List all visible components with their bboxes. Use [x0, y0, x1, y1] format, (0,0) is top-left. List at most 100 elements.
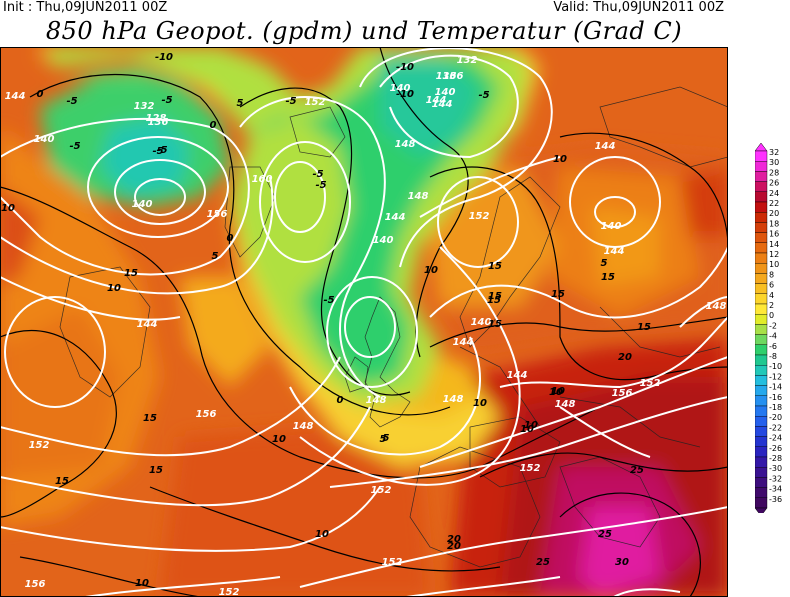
temperature-label: 10 [135, 578, 149, 589]
legend-swatch [755, 242, 768, 254]
geopotential-label: 140 [373, 235, 394, 246]
temperature-label: 25 [536, 557, 550, 568]
legend-tick-label: -16 [769, 393, 782, 402]
legend-tick-label: -8 [769, 352, 777, 361]
temperature-label: 20 [447, 534, 461, 545]
geopotential-label: 156 [196, 409, 217, 420]
temperature-label: 15 [488, 261, 502, 272]
temperature-label: 10 [549, 387, 563, 398]
legend-swatch [755, 467, 768, 478]
legend-swatch [755, 324, 768, 335]
temperature-label: -5 [315, 180, 326, 191]
temperature-label: 15 [143, 413, 157, 424]
temperature-label: 10 [524, 420, 538, 431]
temperature-label: 0 [337, 395, 344, 406]
legend-swatch [755, 150, 768, 162]
legend-tick-label: -14 [769, 383, 782, 392]
geopotential-label: 136 [443, 71, 464, 82]
legend-swatch [755, 436, 768, 448]
legend-swatch [755, 283, 768, 295]
geopotential-label: 152 [520, 463, 541, 474]
geopotential-label: 152 [382, 557, 403, 568]
legend-swatch [755, 211, 768, 223]
temperature-label: -5 [285, 96, 296, 107]
geopotential-label: 144 [507, 370, 528, 381]
temperature-label: 15 [124, 268, 138, 279]
legend-swatch [755, 477, 768, 488]
geopotential-label: 144 [604, 246, 625, 257]
geopotential-label: 148 [395, 139, 416, 150]
legend-tick-label: 22 [769, 199, 779, 208]
geopotential-label: 140 [132, 199, 153, 210]
legend-tick-label: -6 [769, 342, 777, 351]
temperature-label: -5 [478, 90, 489, 101]
temperature-field [0, 47, 728, 597]
coastlines [59, 86, 728, 568]
geopotential-label: 144 [5, 91, 26, 102]
geopotential-label: 148 [555, 399, 576, 410]
legend-swatch [755, 395, 768, 407]
legend-swatch [755, 181, 768, 192]
legend-swatch [755, 344, 768, 356]
temperature-label: 10 [520, 424, 534, 435]
temperature-label: 5 [237, 98, 244, 109]
legend-swatch [755, 293, 768, 305]
temperature-labels: -5-10-50-550-5-10-5-5-10-5-5051015101050… [1, 52, 651, 589]
geopotential-label: 148 [293, 421, 314, 432]
geopotential-label: 152 [305, 97, 326, 108]
legend-swatch [755, 416, 768, 427]
geopotential-label: 156 [25, 579, 46, 590]
legend-swatch [755, 375, 768, 386]
legend-tick-label: 26 [769, 179, 779, 188]
legend-tick-label: 4 [769, 291, 774, 300]
temperature-label: 15 [488, 291, 502, 302]
temperature-label: 25 [630, 465, 644, 476]
temperature-label: 15 [601, 272, 615, 283]
temperature-label: 0 [37, 89, 44, 100]
temperature-label: 10 [553, 154, 567, 165]
temperature-label: 0 [210, 120, 217, 131]
temperature-label: -5 [69, 141, 80, 152]
legend-swatch [755, 303, 768, 315]
legend-tick-label: 14 [769, 240, 779, 249]
legend-swatch [755, 171, 768, 182]
temperature-label: -10 [396, 62, 414, 73]
chart-title: 850 hPa Geopot. (gpdm) und Temperatur (G… [45, 17, 683, 45]
temperature-label: -5 [66, 96, 77, 107]
temperature-label: 5 [380, 434, 387, 445]
temperature-label: 15 [488, 319, 502, 330]
legend-tick-label: -36 [769, 495, 782, 504]
legend-tick-label: -4 [769, 332, 777, 341]
temperature-label: 15 [149, 465, 163, 476]
geopotential-label: 152 [371, 485, 392, 496]
legend-swatch [755, 222, 768, 233]
temperature-label: 10 [315, 529, 329, 540]
geopotential-label: 148 [366, 395, 387, 406]
legend-tick-label: 12 [769, 250, 779, 259]
geopotential-label: 144 [453, 337, 474, 348]
legend-swatch [755, 446, 768, 458]
geopotential-label: 140 [435, 87, 456, 98]
temperature-legend: 32302826242220181614121086420-2-4-6-8-10… [755, 143, 782, 513]
legend-swatch [755, 313, 768, 325]
legend-swatch [755, 252, 768, 264]
legend-swatch [755, 232, 768, 243]
legend-tick-label: 0 [769, 311, 774, 320]
geopotential-label: 136 [148, 117, 169, 128]
legend-tick-label: 18 [769, 219, 779, 228]
geopotential-label: 156 [207, 209, 228, 220]
legend-swatch [755, 487, 768, 499]
init-time-label: Init : Thu,09JUN2011 00Z [3, 0, 168, 15]
legend-tick-label: 6 [769, 281, 774, 290]
geopotential-label: 160 [252, 174, 273, 185]
temperature-label: 10 [107, 283, 121, 294]
geopotential-label: 152 [640, 378, 661, 389]
legend-swatch [755, 161, 768, 172]
legend-swatch [755, 364, 768, 376]
legend-swatch [755, 426, 768, 437]
geopotential-label: 132 [134, 101, 155, 112]
geopotential-label: 152 [469, 211, 490, 222]
geopotential-label: 144 [137, 319, 158, 330]
geopotential-label: 144 [385, 212, 406, 223]
legend-tick-label: -28 [769, 454, 782, 463]
